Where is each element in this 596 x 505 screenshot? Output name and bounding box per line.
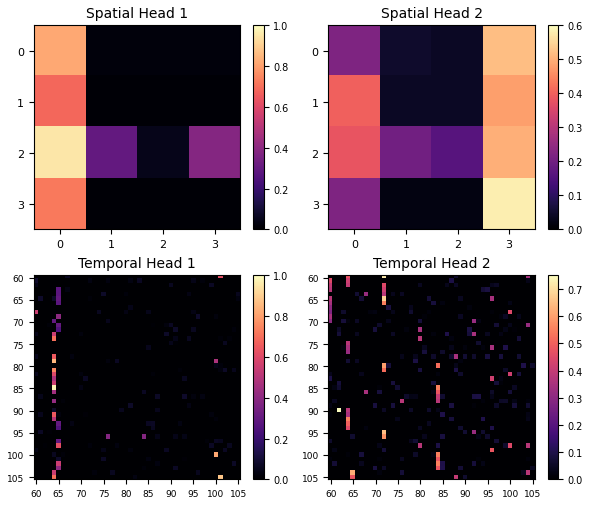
Title: Spatial Head 2: Spatial Head 2 <box>381 7 483 21</box>
Title: Temporal Head 2: Temporal Head 2 <box>373 257 491 271</box>
Title: Temporal Head 1: Temporal Head 1 <box>78 257 196 271</box>
Title: Spatial Head 1: Spatial Head 1 <box>86 7 188 21</box>
